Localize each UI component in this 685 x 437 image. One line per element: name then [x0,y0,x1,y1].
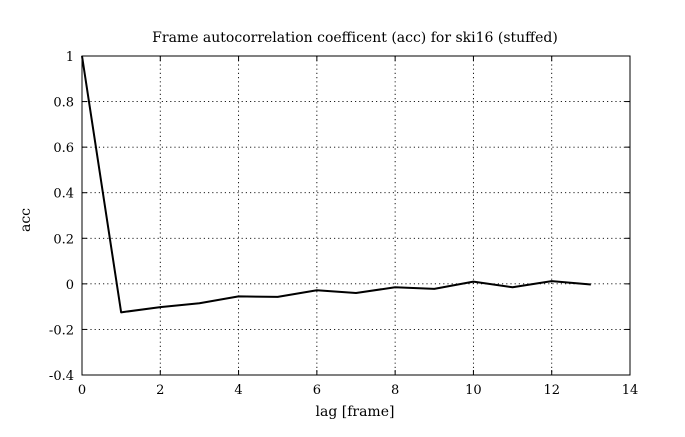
plot-frame [82,56,630,375]
grid-lines [82,56,630,375]
y-tick-label: 1 [66,50,74,65]
x-tick-label: 0 [78,383,86,398]
x-tick-labels: 0 2 4 6 8 10 12 14 [78,383,638,398]
y-tick-label: 0 [66,278,74,293]
series-layer [82,56,591,312]
y-tick-labels: -0.4 -0.2 0 0.2 0.4 0.6 0.8 1 [49,50,74,384]
y-tick-label: 0.6 [53,141,74,156]
x-axis-label: lag [frame] [316,404,395,420]
chart-title: Frame autocorrelation coefficent (acc) f… [152,30,558,46]
tick-marks [82,56,630,375]
x-tick-label: 8 [391,383,399,398]
x-tick-label: 12 [543,383,560,398]
y-tick-label: 0.4 [53,187,74,202]
acc-series-line [82,56,591,312]
y-tick-label: -0.4 [49,369,74,384]
x-tick-label: 10 [465,383,482,398]
x-tick-label: 14 [622,383,639,398]
y-tick-label: 0.8 [53,96,74,111]
x-tick-label: 6 [313,383,321,398]
x-tick-label: 4 [234,383,242,398]
x-tick-label: 2 [156,383,164,398]
y-axis-label: acc [18,208,34,232]
y-tick-label: -0.2 [49,323,74,338]
y-tick-label: 0.2 [53,232,74,247]
